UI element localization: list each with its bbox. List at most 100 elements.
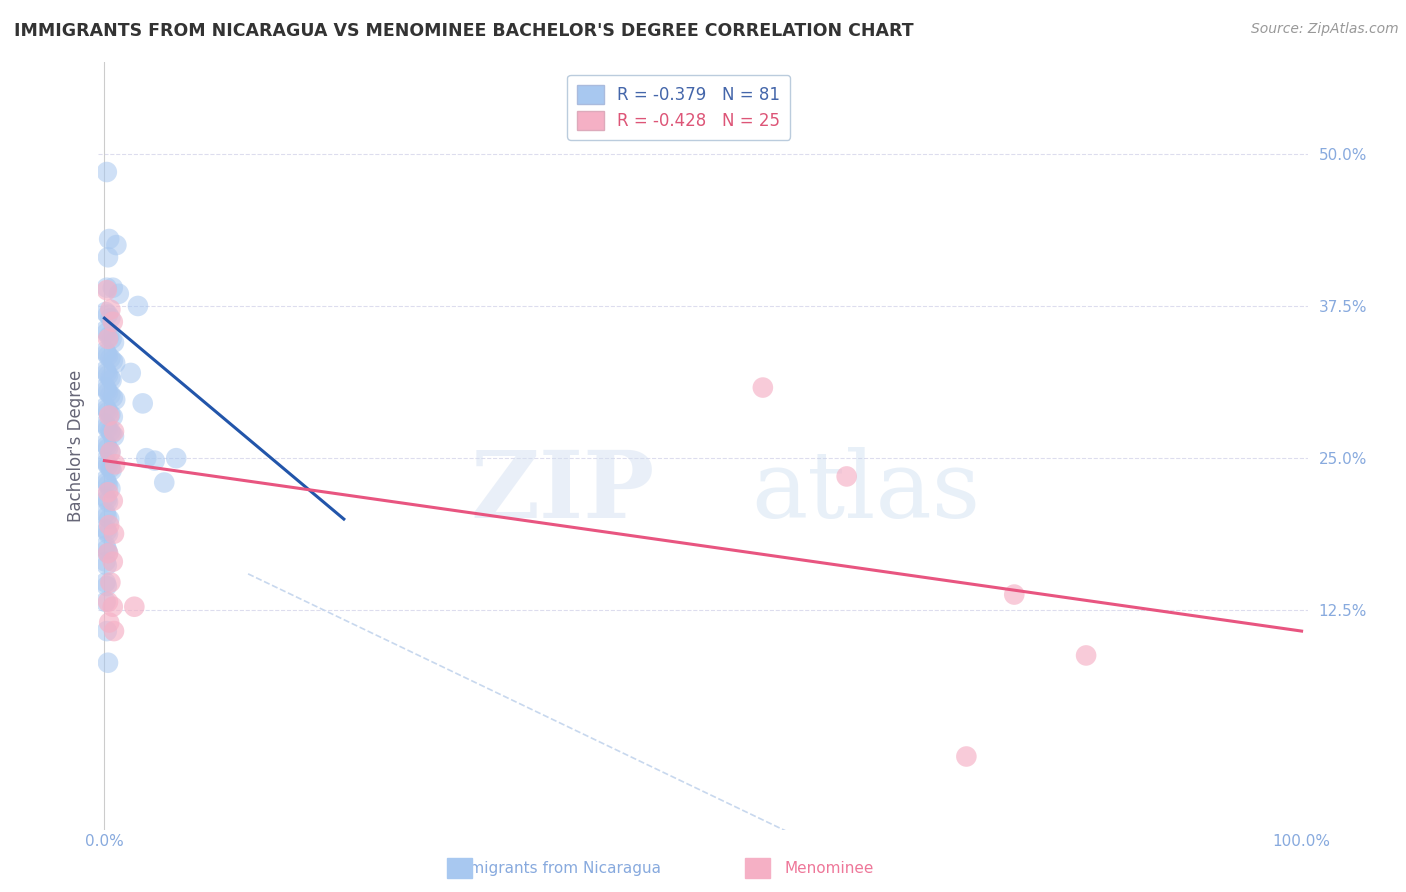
- Point: [98, 232, 121, 246]
- Point: [100, 351, 122, 366]
- Point: [96, 542, 118, 557]
- Point: [101, 353, 124, 368]
- Point: [143, 453, 166, 467]
- Point: [97, 546, 120, 560]
- Point: [101, 409, 124, 424]
- Point: [96, 165, 118, 179]
- Point: [97, 485, 120, 500]
- Point: [97, 595, 120, 609]
- Point: [100, 373, 122, 387]
- Point: [135, 451, 157, 466]
- Point: [94, 575, 117, 590]
- Point: [98, 409, 121, 423]
- Point: [94, 555, 117, 569]
- Point: [96, 283, 118, 297]
- Point: [97, 332, 120, 346]
- Point: [96, 456, 118, 470]
- Point: [103, 526, 125, 541]
- Text: ZIP: ZIP: [471, 447, 655, 537]
- Point: [98, 329, 121, 343]
- Point: [100, 302, 122, 317]
- Point: [96, 383, 118, 397]
- Point: [97, 385, 120, 400]
- Point: [955, 749, 977, 764]
- Point: [97, 308, 120, 322]
- Point: [107, 286, 129, 301]
- Point: [98, 518, 121, 533]
- Point: [100, 445, 122, 459]
- Point: [94, 453, 117, 467]
- Point: [94, 305, 117, 319]
- Point: [100, 463, 122, 477]
- Point: [103, 624, 125, 638]
- Point: [165, 451, 187, 466]
- Point: [94, 323, 117, 337]
- Point: [96, 624, 118, 638]
- Point: [94, 344, 117, 359]
- Point: [96, 326, 118, 340]
- Point: [100, 332, 122, 346]
- Point: [101, 555, 124, 569]
- Point: [100, 371, 122, 385]
- Point: [101, 281, 124, 295]
- Text: IMMIGRANTS FROM NICARAGUA VS MENOMINEE BACHELOR'S DEGREE CORRELATION CHART: IMMIGRANTS FROM NICARAGUA VS MENOMINEE B…: [14, 22, 914, 40]
- Point: [835, 469, 858, 483]
- Point: [94, 539, 117, 553]
- Point: [101, 390, 124, 404]
- Point: [97, 656, 120, 670]
- Point: [101, 315, 124, 329]
- Point: [94, 473, 117, 487]
- Legend: R = -0.379   N = 81, R = -0.428   N = 25: R = -0.379 N = 81, R = -0.428 N = 25: [567, 75, 790, 140]
- Point: [752, 380, 775, 394]
- Point: [97, 405, 120, 419]
- Point: [96, 281, 118, 295]
- Point: [100, 311, 122, 326]
- Point: [96, 579, 118, 593]
- Point: [94, 400, 117, 414]
- Y-axis label: Bachelor's Degree: Bachelor's Degree: [66, 370, 84, 522]
- Point: [103, 429, 125, 443]
- Point: [97, 422, 120, 436]
- Point: [96, 366, 118, 380]
- Point: [97, 250, 120, 264]
- Point: [94, 417, 117, 431]
- Point: [94, 522, 117, 536]
- Point: [127, 299, 149, 313]
- Point: [97, 495, 120, 509]
- Text: Menominee: Menominee: [785, 861, 875, 876]
- Point: [100, 408, 122, 422]
- Point: [96, 475, 118, 490]
- Point: [97, 458, 120, 473]
- Point: [96, 524, 118, 539]
- Point: [124, 599, 146, 614]
- Point: [96, 419, 118, 434]
- Point: [101, 599, 124, 614]
- Point: [132, 396, 155, 410]
- Point: [98, 512, 121, 526]
- Text: Immigrants from Nicaragua: Immigrants from Nicaragua: [450, 861, 661, 876]
- Point: [100, 461, 122, 475]
- Point: [100, 482, 122, 496]
- Point: [100, 388, 122, 402]
- Point: [100, 426, 122, 441]
- Point: [103, 425, 125, 439]
- Point: [96, 509, 118, 524]
- Point: [97, 546, 120, 560]
- Point: [100, 575, 122, 590]
- Point: [94, 595, 117, 609]
- Text: atlas: atlas: [751, 447, 980, 537]
- Point: [98, 615, 121, 630]
- Point: [97, 368, 120, 383]
- Point: [94, 436, 117, 450]
- Point: [1074, 648, 1097, 663]
- Point: [96, 558, 118, 573]
- Point: [96, 439, 118, 453]
- Point: [94, 490, 117, 504]
- Point: [94, 506, 117, 520]
- Point: [96, 492, 118, 507]
- Point: [120, 366, 142, 380]
- Point: [1002, 588, 1025, 602]
- Point: [97, 349, 120, 363]
- Point: [105, 238, 128, 252]
- Text: Source: ZipAtlas.com: Source: ZipAtlas.com: [1251, 22, 1399, 37]
